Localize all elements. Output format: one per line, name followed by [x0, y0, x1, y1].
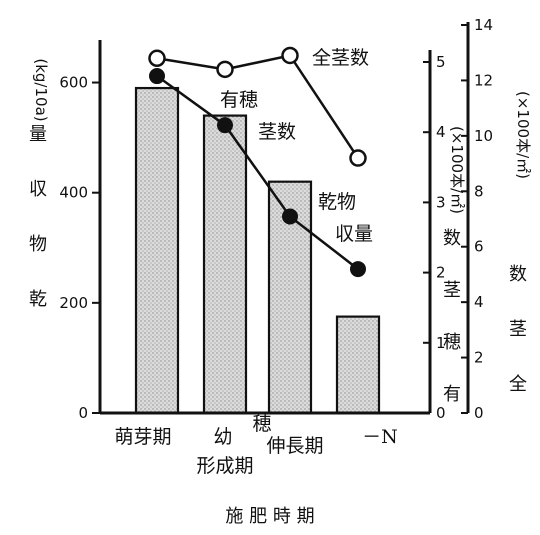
right2-tick-label-10: 10 [474, 127, 493, 145]
right2-tick-label-8: 8 [474, 182, 484, 200]
right2-tick-label-6: 6 [474, 238, 484, 256]
left-tick-label-400: 400 [59, 184, 88, 202]
bars-layer [134, 86, 381, 415]
category-label-3-0: －N [362, 426, 398, 448]
annotation-panicle-line1: 有穂 [220, 89, 258, 111]
y-right2-title-char-1: 茎 [509, 319, 527, 340]
bar-3 [335, 315, 381, 415]
point-panicle-2 [282, 208, 298, 225]
annotation-total-stems: 全茎数 [312, 47, 369, 69]
right1-tick-label-1: 1 [436, 334, 446, 352]
y-left-title-char-2: 収 [29, 179, 47, 200]
point-total-0 [148, 49, 166, 68]
y-right1-unit: (×100本/㎡) [448, 126, 466, 214]
y-left-title-char-0: 乾 [29, 289, 47, 310]
left-tick-label-200: 200 [59, 294, 88, 312]
right2-tick-label-12: 12 [474, 71, 493, 89]
y-right1-title-char-2: 茎 [443, 280, 461, 301]
category-label-0-0: 萌芽期 [114, 426, 171, 448]
bar-1 [202, 114, 248, 415]
left-tick-label-600: 600 [59, 74, 88, 92]
annotation-dry-line2: 収量 [335, 223, 373, 245]
right2-tick-label-14: 14 [474, 16, 493, 34]
right2-tick-label-0: 0 [474, 404, 484, 422]
point-total-1 [216, 60, 234, 79]
point-panicle-1 [217, 117, 233, 134]
y-right1-title-char-1: 穂 [443, 332, 461, 353]
x-axis-label: 施 肥 時 期 [225, 506, 314, 527]
y-right2-title-char-2: 数 [509, 264, 527, 285]
right1-tick-label-0: 0 [436, 404, 446, 422]
bar-0 [134, 86, 180, 415]
y-left-title-char-3: 量 [29, 124, 47, 145]
category-label-2-1: 伸長期 [266, 435, 323, 457]
right1-tick-label-3: 3 [436, 193, 446, 211]
y-right1-title-char-3: 数 [443, 228, 461, 249]
point-panicle-3 [350, 261, 366, 278]
left-tick-label-0: 0 [78, 404, 88, 422]
point-total-3 [349, 149, 367, 167]
annotation-dry-line1: 乾物 [318, 191, 356, 213]
right2-tick-label-4: 4 [474, 293, 484, 311]
category-label-2-0: 穂 [252, 413, 271, 435]
right2-tick-label-2: 2 [474, 349, 484, 367]
y-right1-title-char-0: 有 [443, 384, 461, 405]
category-label-1-0: 幼 [213, 426, 232, 448]
point-total-2 [281, 46, 299, 65]
line-panicle-stems [156, 75, 359, 271]
y-right2-title-char-0: 全 [509, 374, 527, 395]
y-left-title-char-1: 物 [29, 234, 47, 255]
y-left-unit: (kg/10a) [32, 58, 50, 121]
right1-tick-label-2: 2 [436, 264, 446, 282]
y-right2-unit: (×100本/㎡) [514, 91, 532, 179]
point-panicle-0 [149, 68, 165, 85]
lines-layer [148, 46, 367, 278]
category-label-1-1: 形成期 [196, 455, 253, 477]
right1-tick-label-5: 5 [436, 53, 446, 71]
annotation-panicle-line2: 茎数 [258, 121, 296, 143]
line-total-stems [156, 54, 360, 159]
right1-tick-label-4: 4 [436, 123, 446, 141]
